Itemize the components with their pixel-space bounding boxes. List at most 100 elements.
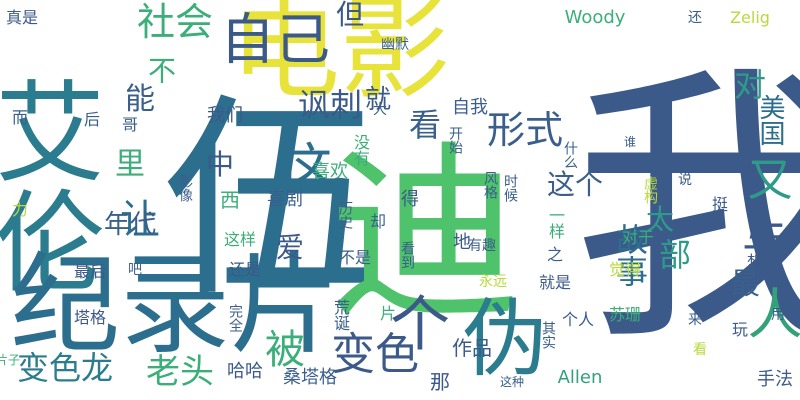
cloud-word: 而 — [11, 108, 29, 127]
cloud-word: 太 — [645, 203, 675, 236]
cloud-word: 讽刺 — [297, 86, 363, 124]
cloud-word: 影像 — [177, 174, 193, 202]
cloud-word: 不是 — [338, 248, 372, 267]
cloud-word: 谁 — [623, 135, 637, 149]
cloud-word: Allen — [557, 367, 603, 388]
cloud-word: 苏珊 — [608, 305, 642, 324]
cloud-word: 伪 — [462, 290, 548, 390]
cloud-word: 部 — [658, 236, 692, 274]
cloud-word: 美国 — [755, 94, 785, 146]
cloud-word: 喜剧 — [267, 189, 303, 210]
cloud-word: 老头 — [146, 352, 214, 392]
cloud-word: 对 — [733, 66, 767, 104]
cloud-word: 中 — [205, 148, 235, 181]
cloud-word: 个 — [390, 290, 450, 360]
cloud-word: 我 — [522, 55, 800, 345]
cloud-word: 看 — [693, 342, 707, 358]
cloud-word: 却 — [369, 212, 387, 231]
cloud-word: 人 — [747, 282, 800, 347]
cloud-word: 形式 — [486, 108, 564, 152]
cloud-word: 我们 — [207, 105, 243, 126]
cloud-word: 其实 — [540, 321, 556, 349]
cloud-word: 有趣 — [468, 238, 496, 254]
cloud-word: 让 — [120, 197, 160, 243]
cloud-word: 没有 — [351, 134, 370, 166]
cloud-word: 片子 — [0, 353, 21, 367]
cloud-word: 开始 — [447, 126, 463, 154]
cloud-word: 玩 — [731, 320, 749, 339]
cloud-word: 变色龙 — [16, 349, 114, 387]
cloud-word: 里 — [115, 147, 145, 182]
cloud-word: 但 — [335, 0, 365, 31]
cloud-word: 真是 — [5, 8, 39, 27]
cloud-word: 西 — [220, 188, 240, 212]
cloud-word: 桑塔格 — [283, 367, 337, 388]
cloud-word: 来 — [688, 312, 702, 328]
cloud-word: 挺 — [711, 195, 729, 214]
cloud-word: 用 — [771, 307, 785, 323]
cloud-word: 就 — [364, 85, 392, 115]
cloud-word: 想 — [746, 252, 764, 271]
cloud-word: 历史 — [337, 201, 353, 229]
cloud-word: 完全 — [227, 304, 243, 332]
cloud-word: 社会 — [136, 0, 214, 44]
cloud-word: 与 — [742, 213, 788, 267]
cloud-word: 电影 — [230, 0, 450, 114]
cloud-word: 变色 — [331, 329, 419, 380]
cloud-word: 大 — [373, 102, 387, 118]
cloud-word: 不 — [144, 56, 177, 84]
cloud-word: 自己 — [219, 7, 331, 72]
cloud-word: 之 — [546, 245, 564, 264]
cloud-word: 哈哈 — [227, 361, 263, 382]
cloud-word: 幽默 — [381, 37, 409, 53]
cloud-word: 纪录片 — [10, 241, 340, 369]
cloud-word: 风格 — [482, 171, 498, 199]
cloud-word: 自我 — [452, 97, 488, 118]
cloud-word: 个人 — [561, 310, 595, 329]
cloud-word: 还是 — [228, 260, 262, 279]
cloud-word: Zelig — [730, 8, 770, 27]
cloud-word: 这样 — [223, 230, 257, 249]
cloud-word: 什么 — [562, 141, 578, 169]
cloud-word: 荒诞 — [331, 299, 350, 331]
cloud-word: 一样 — [546, 207, 565, 239]
cloud-word: 永远 — [479, 274, 507, 290]
cloud-word: 又 — [747, 153, 793, 207]
cloud-word: 这种 — [499, 375, 525, 389]
cloud-word: 对于 — [621, 228, 655, 247]
cloud-word: 吧 — [128, 262, 142, 278]
cloud-word: 喜欢 — [312, 161, 348, 182]
cloud-word: 片 — [379, 304, 397, 323]
cloud-word: 作品 — [452, 336, 492, 360]
cloud-word: 被 — [265, 327, 305, 373]
cloud-word: 就是 — [538, 273, 572, 292]
cloud-word: 艾伦 — [0, 75, 104, 295]
cloud-word: 力 — [11, 200, 29, 219]
cloud-word: 迪 — [329, 124, 521, 345]
cloud-word: 看到 — [399, 241, 415, 269]
cloud-word: 年代 — [103, 210, 157, 240]
cloud-word: 能 — [125, 82, 155, 117]
cloud-word: 得 — [401, 189, 419, 210]
cloud-word: 这 — [277, 137, 333, 202]
cloud-word: 伍 — [162, 74, 378, 326]
cloud-word: 后 — [83, 110, 101, 129]
cloud-word: 最 — [730, 267, 760, 302]
cloud-word: 那 — [430, 370, 450, 394]
cloud-word: 地 — [453, 232, 471, 253]
cloud-word: 时候 — [502, 174, 518, 202]
cloud-word: 说 — [678, 172, 692, 188]
cloud-word: 看 — [408, 106, 442, 144]
cloud-word: 这个 — [546, 168, 604, 201]
cloud-word: 手法 — [757, 369, 793, 390]
cloud-word: 还 — [688, 10, 702, 26]
cloud-word: 觉得 — [608, 260, 642, 279]
cloud-word: 故事 — [611, 223, 649, 287]
cloud-word: 最后 — [73, 262, 107, 281]
cloud-word: 塔格 — [73, 308, 107, 327]
cloud-word: Woody — [564, 7, 626, 28]
cloud-word: 哥 — [121, 115, 139, 134]
cloud-word: 虚构 — [642, 176, 658, 204]
cloud-word: 爱 — [275, 231, 305, 264]
